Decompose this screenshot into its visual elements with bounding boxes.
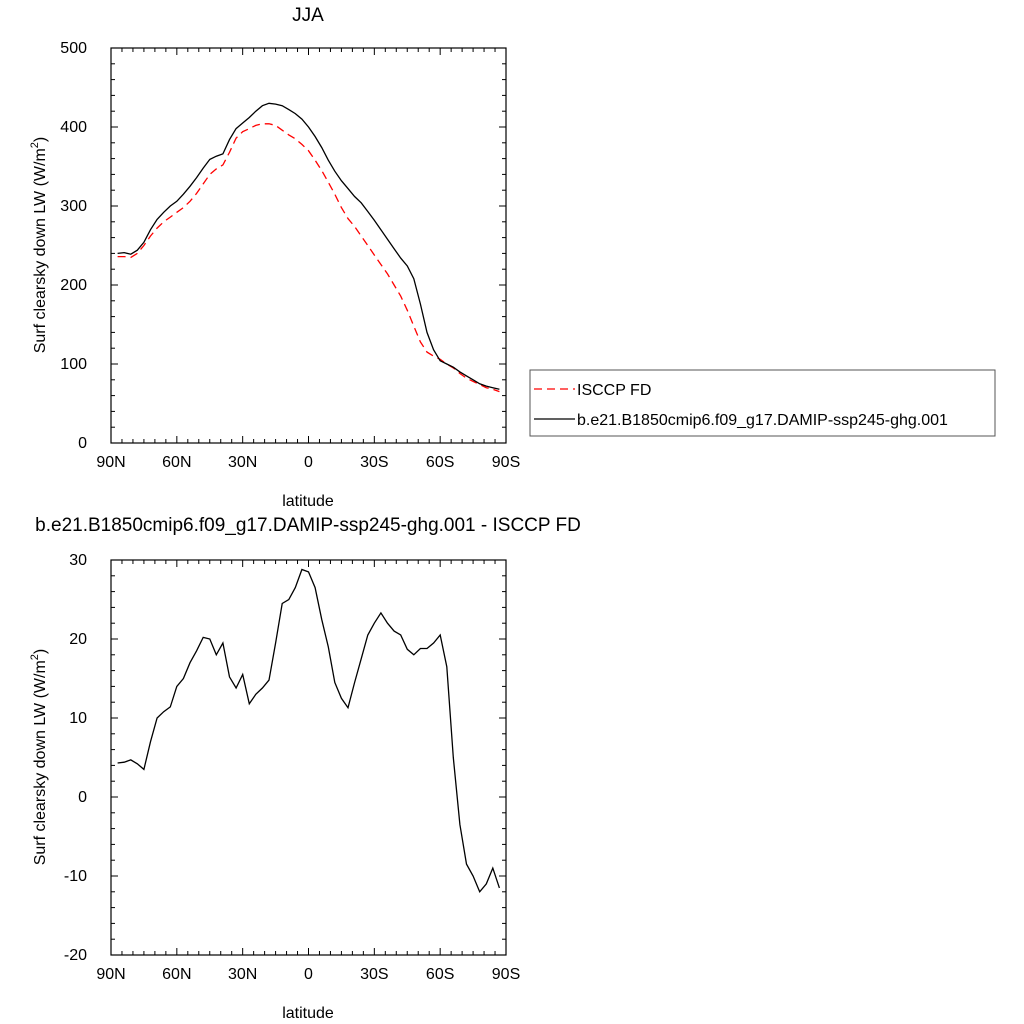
bottom-series — [117, 568, 501, 894]
y-tick-label: -20 — [64, 947, 87, 964]
x-tick-label: 90S — [492, 454, 520, 471]
x-tick-label: 60N — [162, 454, 191, 471]
x-tick-label: 0 — [304, 454, 313, 471]
bottom-ticks: 90N 60N 30N 0 30S 60S 90S -20 -10 0 10 20 30 — [64, 552, 520, 983]
series-line-0-1 — [117, 102, 500, 390]
y-tick-label: 100 — [60, 356, 87, 373]
top-ticks: 90N 60N 30N 0 30S 60S 90S 0 100 200 300 400 500 — [60, 40, 520, 471]
y-tick-label: 200 — [60, 277, 87, 294]
top-chart-title: JJA — [292, 5, 324, 26]
x-tick-label: 90N — [96, 966, 125, 983]
y-tick-label: 300 — [60, 198, 87, 215]
x-tick-label: 60N — [162, 966, 191, 983]
x-tick-label: 90S — [492, 966, 520, 983]
legend-label-isccp-fd: ISCCP FD — [577, 382, 651, 399]
x-tick-label: 30N — [228, 454, 257, 471]
legend-label-model: b.e21.B1850cmip6.f09_g17.DAMIP-ssp245-gh… — [577, 412, 948, 429]
bottom-plot-frame — [110, 559, 507, 956]
bottom-chart-title: b.e21.B1850cmip6.f09_g17.DAMIP-ssp245-gh… — [35, 515, 581, 536]
x-tick-label: 60S — [426, 966, 454, 983]
x-tick-label: 90N — [96, 454, 125, 471]
top-y-axis-label: Surf clearsky down LW (W/m2) — [29, 137, 49, 354]
y-tick-label: 400 — [60, 119, 87, 136]
legend-box — [529, 369, 996, 437]
bottom-x-axis-label: latitude — [282, 1005, 334, 1022]
series-line-1-0 — [117, 568, 501, 894]
x-tick-label: 0 — [304, 966, 313, 983]
y-tick-label: 0 — [78, 435, 87, 452]
bottom-y-axis-label: Surf clearsky down LW (W/m2) — [29, 649, 49, 866]
y-tick-label: 30 — [69, 552, 87, 569]
y-tick-label: 10 — [69, 710, 87, 727]
x-tick-label: 30S — [360, 966, 388, 983]
series-line-0-0 — [117, 123, 500, 393]
y-tick-label: 500 — [60, 40, 87, 57]
x-tick-label: 60S — [426, 454, 454, 471]
x-tick-label: 30S — [360, 454, 388, 471]
y-tick-label: 0 — [78, 789, 87, 806]
x-tick-label: 30N — [228, 966, 257, 983]
legend: ISCCP FD b.e21.B1850cmip6.f09_g17.DAMIP-… — [529, 369, 996, 437]
top-panel: JJA 90N 60N 30N 0 30S 60S 90S0100200300400500 … — [29, 5, 520, 510]
bottom-panel: b.e21.B1850cmip6.f09_g17.DAMIP-ssp245-gh… — [29, 515, 581, 1022]
y-tick-label: 20 — [69, 631, 87, 648]
top-series — [117, 102, 500, 393]
top-x-axis-label: latitude — [282, 493, 334, 510]
top-plot-frame — [110, 47, 507, 444]
y-tick-label: -10 — [64, 868, 87, 885]
